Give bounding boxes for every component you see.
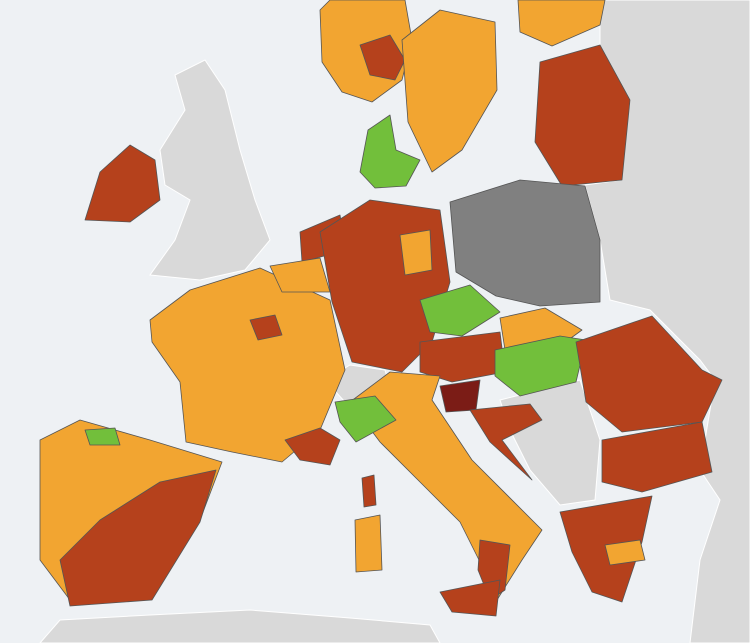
- baltics: [534, 44, 631, 187]
- spain-south: [59, 469, 217, 607]
- finland: [517, 0, 606, 47]
- north-africa: [39, 609, 441, 643]
- sicily: [439, 579, 501, 617]
- italy-north: [334, 395, 397, 443]
- croatia: [469, 403, 543, 481]
- norway-region: [359, 34, 406, 81]
- bulgaria: [601, 421, 713, 493]
- greece-region: [604, 539, 646, 566]
- hungary: [494, 335, 587, 397]
- poland: [449, 179, 601, 307]
- france-paris: [249, 314, 283, 341]
- slovenia: [439, 379, 481, 413]
- romania: [575, 315, 723, 433]
- corsica: [361, 474, 377, 508]
- denmark: [359, 114, 421, 189]
- ireland: [84, 144, 161, 223]
- austria: [419, 331, 506, 383]
- sweden: [401, 9, 498, 173]
- czechia: [419, 284, 501, 337]
- france-south: [284, 427, 341, 466]
- sardinia: [354, 514, 383, 573]
- spain-north: [84, 427, 121, 446]
- united-kingdom: [149, 59, 271, 281]
- germany-region: [399, 229, 433, 276]
